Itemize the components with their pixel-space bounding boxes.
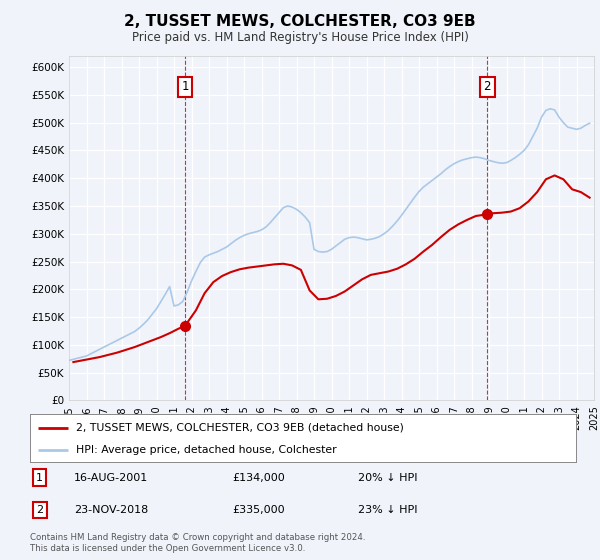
Text: 20% ↓ HPI: 20% ↓ HPI [358, 473, 417, 483]
Text: 1: 1 [181, 81, 188, 94]
Text: £134,000: £134,000 [232, 473, 285, 483]
Text: 16-AUG-2001: 16-AUG-2001 [74, 473, 148, 483]
Text: 23% ↓ HPI: 23% ↓ HPI [358, 505, 417, 515]
Text: 2, TUSSET MEWS, COLCHESTER, CO3 9EB: 2, TUSSET MEWS, COLCHESTER, CO3 9EB [124, 14, 476, 29]
Text: Price paid vs. HM Land Registry's House Price Index (HPI): Price paid vs. HM Land Registry's House … [131, 31, 469, 44]
Text: £335,000: £335,000 [232, 505, 284, 515]
Text: 2: 2 [36, 505, 43, 515]
Text: 23-NOV-2018: 23-NOV-2018 [74, 505, 148, 515]
Text: 2, TUSSET MEWS, COLCHESTER, CO3 9EB (detached house): 2, TUSSET MEWS, COLCHESTER, CO3 9EB (det… [76, 423, 404, 433]
Text: 1: 1 [37, 473, 43, 483]
Text: HPI: Average price, detached house, Colchester: HPI: Average price, detached house, Colc… [76, 445, 337, 455]
Text: Contains HM Land Registry data © Crown copyright and database right 2024.
This d: Contains HM Land Registry data © Crown c… [30, 533, 365, 553]
Text: 2: 2 [484, 81, 491, 94]
